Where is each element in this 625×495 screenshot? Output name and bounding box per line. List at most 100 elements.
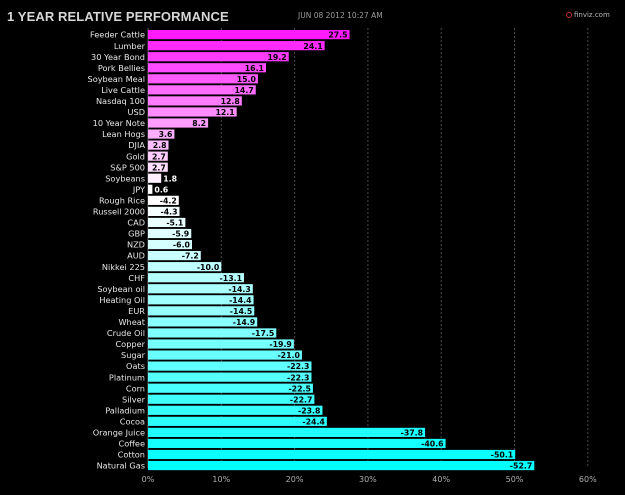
bar — [148, 30, 350, 40]
category-label: Sugar — [121, 350, 146, 360]
x-tick-label: 20% — [286, 475, 304, 484]
bar — [148, 394, 315, 404]
category-label: AUD — [127, 251, 145, 261]
bar — [148, 41, 325, 51]
brand-logo[interactable]: finviz.com — [566, 11, 610, 19]
bar — [148, 383, 313, 393]
category-label: Lean Hogs — [102, 129, 145, 139]
category-label: 30 Year Bond — [91, 52, 145, 62]
bar — [148, 129, 175, 139]
value-label: -17.5 — [252, 329, 274, 338]
x-tick-label: 50% — [506, 475, 524, 484]
chart-title: 1 YEAR RELATIVE PERFORMANCE — [7, 9, 229, 24]
bar — [148, 284, 253, 294]
category-label: Nikkei 225 — [102, 262, 145, 272]
category-label: S&P 500 — [110, 162, 145, 172]
value-label: -5.9 — [172, 230, 189, 239]
value-label: 15.0 — [237, 75, 257, 84]
category-label: DJIA — [128, 140, 145, 150]
category-label: Cotton — [118, 450, 145, 460]
x-tick-label: 30% — [359, 475, 377, 484]
value-label: 8.2 — [192, 119, 206, 128]
bar — [148, 438, 446, 449]
bar — [148, 405, 323, 415]
category-label: CAD — [127, 218, 145, 228]
bar — [148, 317, 258, 327]
bar — [148, 217, 186, 228]
category-label: Wheat — [118, 317, 145, 327]
bar — [148, 372, 312, 382]
value-label: 1.8 — [163, 174, 177, 183]
bar — [148, 107, 237, 117]
value-label: -23.8 — [298, 406, 320, 415]
value-label: -37.8 — [401, 429, 423, 438]
category-label: Platinum — [109, 372, 145, 382]
category-label: Natural Gas — [97, 461, 145, 471]
value-label: -22.3 — [287, 362, 309, 371]
x-tick-label: 0% — [142, 475, 155, 484]
value-label: 19.2 — [267, 53, 286, 62]
category-label: Soybeans — [105, 173, 145, 183]
category-label: Cocoa — [120, 416, 145, 426]
category-label: 10 Year Note — [93, 118, 145, 128]
x-tick-label: 60% — [579, 475, 597, 484]
bar — [148, 273, 245, 283]
bar — [148, 96, 242, 106]
category-label: Orange Juice — [93, 428, 145, 438]
value-label: -14.4 — [229, 296, 252, 305]
value-label: 2.7 — [152, 163, 166, 172]
bar — [148, 140, 169, 150]
value-label: -13.1 — [220, 274, 242, 283]
value-label: 27.5 — [328, 31, 347, 40]
value-label: -6.0 — [173, 241, 191, 250]
category-label: Pork Bellies — [98, 63, 145, 73]
category-label: GBP — [128, 229, 145, 239]
chart-timestamp: JUN 08 2012 10:27 AM — [298, 11, 383, 20]
value-label: -40.6 — [421, 440, 443, 449]
bar — [148, 52, 289, 62]
value-label: -7.2 — [182, 252, 199, 261]
category-label: Russell 2000 — [93, 207, 145, 217]
category-label: Nasdaq 100 — [96, 96, 145, 106]
x-tick-label: 40% — [432, 475, 450, 484]
bar — [148, 228, 192, 239]
x-tick-label: 10% — [212, 475, 230, 484]
bar — [148, 195, 179, 205]
value-label: -4.3 — [160, 208, 177, 217]
value-label: 12.1 — [215, 108, 234, 117]
bar — [148, 416, 327, 426]
value-label: -19.9 — [269, 340, 291, 349]
value-label: -4.2 — [160, 196, 177, 205]
category-label: Feeder Cattle — [90, 30, 145, 40]
value-label: -22.3 — [287, 373, 309, 382]
bar — [148, 151, 168, 161]
bar — [148, 262, 222, 272]
bar — [148, 339, 294, 349]
value-label: -50.1 — [491, 451, 513, 460]
value-label: -22.7 — [290, 395, 312, 404]
bar — [148, 85, 256, 95]
value-label: -14.5 — [230, 307, 252, 316]
category-label: Coffee — [119, 439, 145, 449]
category-label: Crude Oil — [107, 328, 145, 338]
bar — [148, 184, 153, 194]
value-label: -21.0 — [277, 351, 300, 360]
bar — [148, 295, 254, 305]
category-label: Copper — [115, 339, 145, 349]
bar — [148, 306, 255, 316]
category-label: Rough Rice — [99, 195, 145, 205]
category-label: NZD — [127, 240, 145, 250]
category-label: USD — [128, 107, 146, 117]
value-label: -14.9 — [233, 318, 255, 327]
category-label: Live Cattle — [101, 85, 145, 95]
value-label: -52.7 — [510, 462, 532, 471]
category-label: EUR — [128, 306, 145, 316]
category-label: Corn — [126, 383, 145, 393]
value-label: -22.5 — [288, 384, 310, 393]
value-label: 2.7 — [152, 152, 166, 161]
category-label: Soybean Meal — [88, 74, 146, 84]
bar — [148, 328, 277, 338]
value-label: 2.8 — [153, 141, 167, 150]
category-label: Heating Oil — [99, 295, 145, 305]
